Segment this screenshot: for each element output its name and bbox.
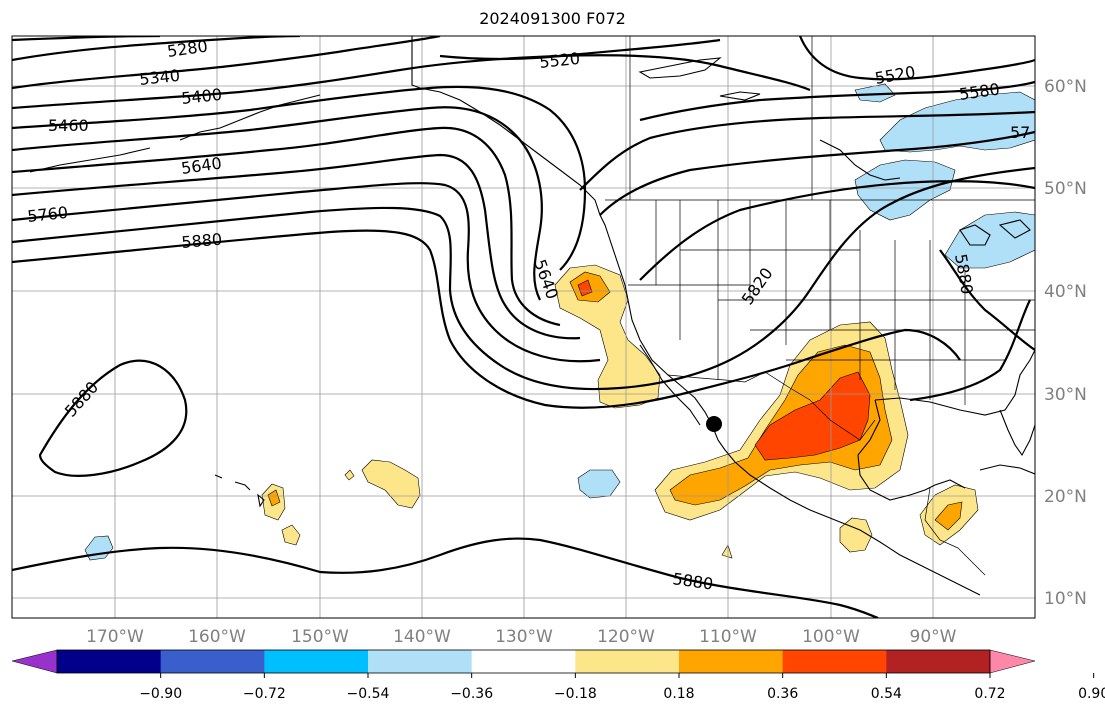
colorbar-high-extension [989, 649, 1036, 674]
contour-label: 5880 [181, 230, 223, 252]
longitude-label: 100°W [802, 627, 860, 647]
contour-label: 5400 [180, 85, 222, 108]
latitude-label: 30°N [1044, 385, 1087, 405]
latitude-label: 10°N [1044, 589, 1087, 609]
colorbar-tick-label: −0.72 [243, 686, 286, 702]
colorbar-low-extension [11, 649, 58, 674]
contour-label: 5520 [538, 49, 580, 72]
colorbar: −0.90 −0.72 −0.54 −0.36 −0.18 0.18 0.36 0.54 0.7… [11, 649, 1105, 702]
negative-anomaly-shading [84, 83, 1035, 561]
longitude-axis: 170°W 160°W 150°W 140°W 130°W 120°W 110°… [86, 627, 957, 647]
colorbar-ticks: −0.90 −0.72 −0.54 −0.36 −0.18 0.18 0.36 0.54 0.7… [139, 673, 1105, 702]
colorbar-tick-label: −0.18 [554, 686, 597, 702]
political-borders [605, 36, 1035, 576]
contour-label: 5340 [138, 66, 180, 89]
colorbar-tick-label: 0.36 [767, 686, 798, 702]
positive-anomaly-shading [261, 264, 979, 559]
latitude-label: 20°N [1044, 487, 1087, 507]
longitude-label: 150°W [291, 627, 349, 647]
longitude-label: 130°W [495, 627, 553, 647]
longitude-label: 90°W [910, 627, 957, 647]
longitude-label: 160°W [188, 627, 246, 647]
latitude-label: 60°N [1044, 77, 1087, 97]
longitude-label: 120°W [597, 627, 655, 647]
contour-label: 5460 [48, 116, 89, 135]
colorbar-segment [264, 650, 369, 673]
latitude-label: 40°N [1044, 282, 1087, 302]
colorbar-tick-label: 0.54 [871, 686, 902, 702]
longitude-label: 170°W [86, 627, 144, 647]
colorbar-segment [679, 650, 784, 673]
colorbar-segment [57, 650, 162, 673]
colorbar-tick-label: −0.54 [347, 686, 390, 702]
colorbar-tick-label: 0.18 [663, 686, 694, 702]
colorbar-tick-label: 0.72 [974, 686, 1005, 702]
storm-center-marker [706, 416, 722, 432]
latitude-axis: 60°N 50°N 40°N 30°N 20°N 10°N [1044, 77, 1087, 609]
graticule [12, 36, 1035, 618]
colorbar-segment [575, 650, 680, 673]
contour-label: 5760 [26, 203, 68, 226]
map-panel [12, 36, 1035, 618]
colorbar-tick-label: 0.90 [1078, 686, 1105, 702]
colorbar-frame [56, 649, 991, 674]
longitude-label: 140°W [393, 627, 451, 647]
longitude-label: 110°W [699, 627, 757, 647]
colorbar-segment [471, 650, 576, 673]
colorbar-tick-label: −0.36 [450, 686, 493, 702]
map-frame [11, 35, 1036, 619]
colorbar-segment [782, 650, 887, 673]
colorbar-tick-label: −0.90 [139, 686, 182, 702]
colorbar-segment [886, 650, 991, 673]
colorbar-segment [160, 650, 265, 673]
colorbar-segments [57, 650, 991, 673]
contour-label: 57 [1010, 123, 1030, 142]
colorbar-segment [368, 650, 473, 673]
height-contours [12, 36, 1035, 618]
latitude-label: 50°N [1044, 179, 1087, 199]
map-title: 2024091300 F072 [479, 9, 626, 28]
